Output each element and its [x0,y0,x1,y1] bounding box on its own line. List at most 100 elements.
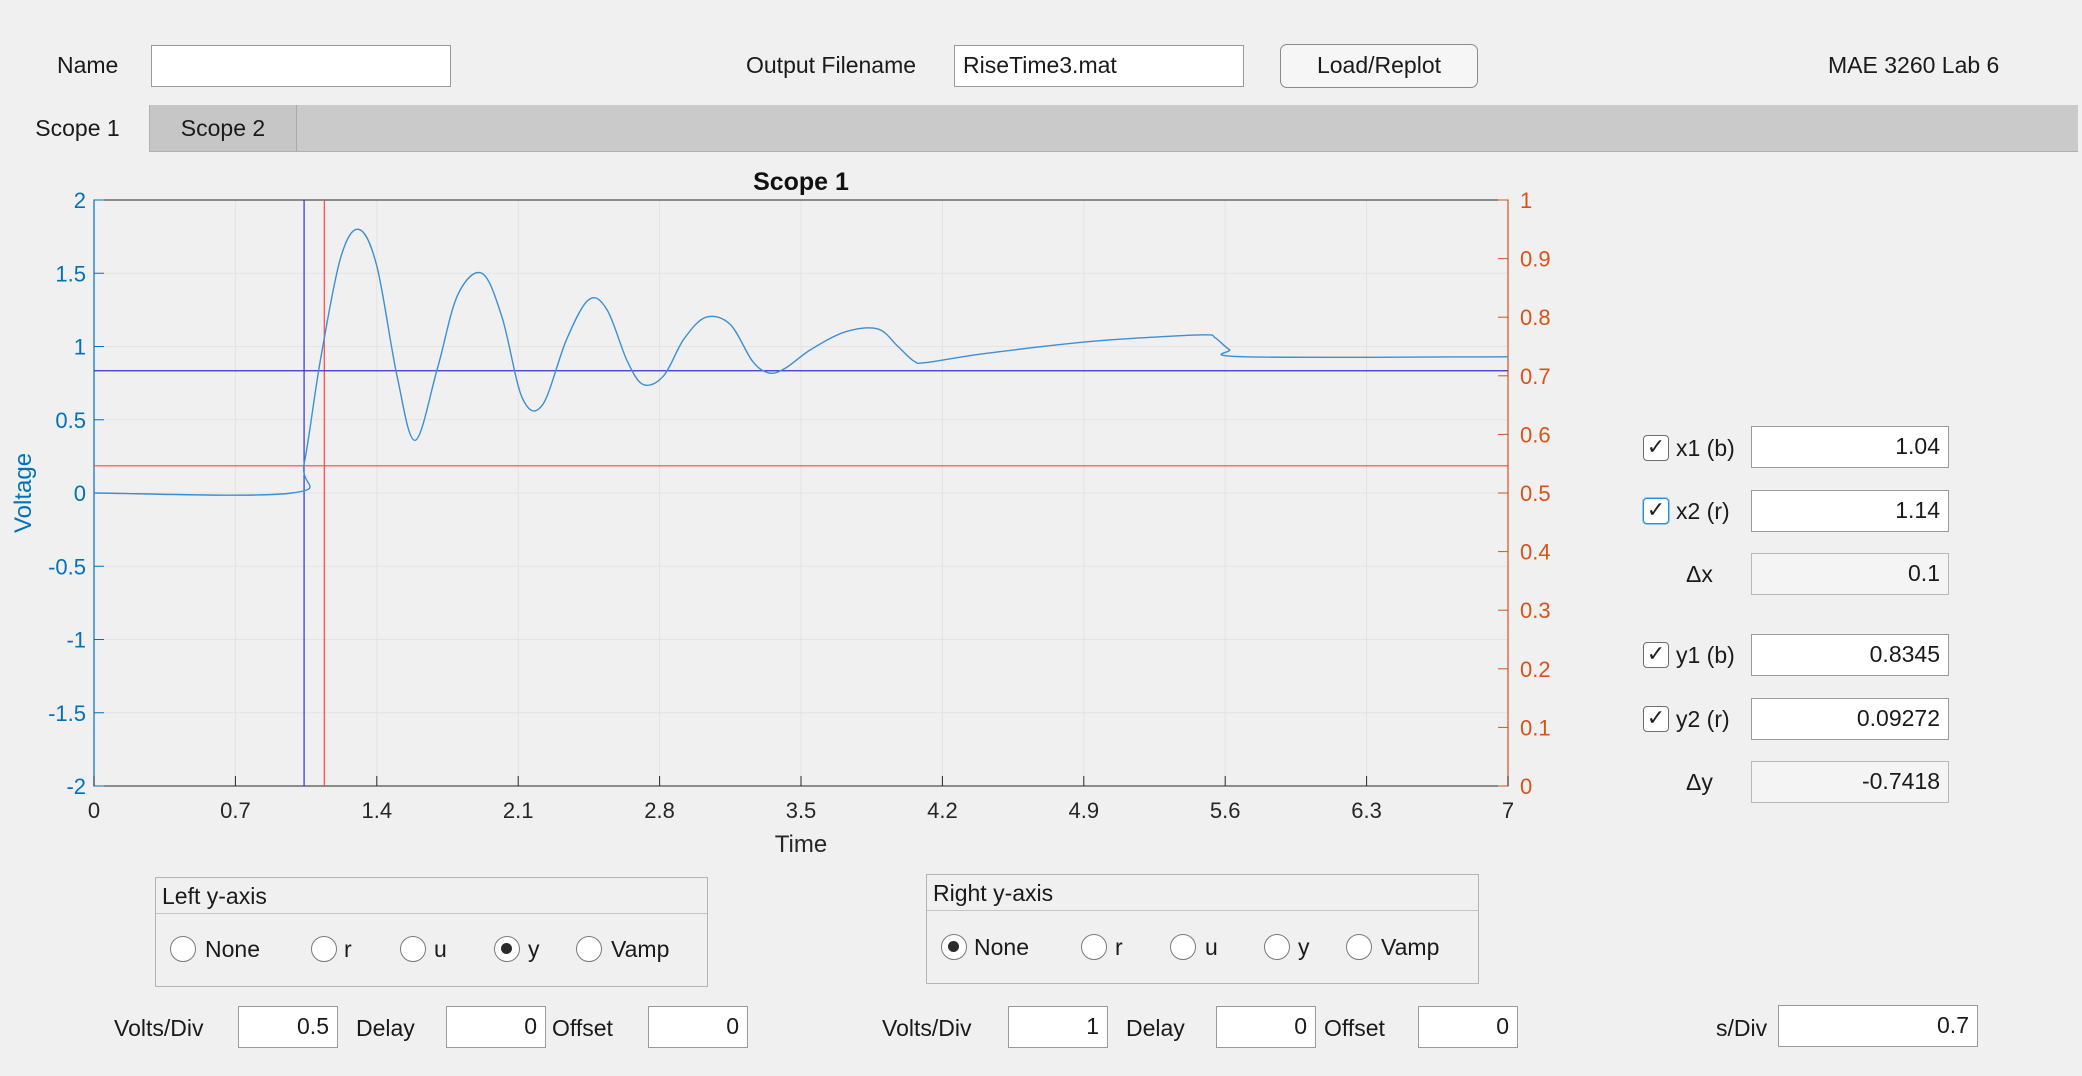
left-radio-vamp-label: Vamp [611,936,670,962]
left-y-axis-group: Left y-axis None r u y Vamp [155,877,708,987]
s-div-label: s/Div [1716,1015,1768,1041]
left-radio-y-label: y [528,936,540,962]
x2-checkbox[interactable]: ✓ [1643,498,1669,524]
delta-x-field: 0.1 [1751,553,1949,595]
x-tick-label: 0.7 [220,798,251,823]
right-y-tick-label: 0.4 [1520,540,1551,565]
y2-label: y2 (r) [1676,706,1730,732]
x-tick-label: 4.2 [927,798,958,823]
output-filename-label: Output Filename [746,52,917,78]
delta-x-label: Δx [1686,561,1713,587]
left-y-tick-label: 2 [74,188,86,213]
right-y-tick-label: 0.9 [1520,247,1551,272]
left-radio-r[interactable] [311,936,337,962]
right-radio-r[interactable] [1081,934,1107,960]
left-y-tick-label: 0 [74,481,86,506]
left-y-axis: 2 1.5 1 0.5 0 -0.5 -1 -1.5 -2 [48,188,104,799]
right-volts-div-label: Volts/Div [882,1015,972,1041]
x-tick-label: 5.6 [1210,798,1241,823]
left-y-tick-label: -1.5 [48,701,86,726]
right-offset-field[interactable]: 0 [1418,1006,1518,1048]
x-tick-label: 3.5 [786,798,817,823]
left-volts-div-field[interactable]: 0.5 [238,1006,338,1048]
right-delay-label: Delay [1126,1015,1185,1041]
left-volts-div-label: Volts/Div [114,1015,204,1041]
signal-line [93,228,1509,496]
right-y-tick-label: 0 [1520,774,1532,799]
cursor-lines [94,200,1508,786]
right-y-axis: 1 0.9 0.8 0.7 0.6 0.5 0.4 0.3 0.2 0.1 0 [1498,188,1551,799]
left-radio-u[interactable] [400,936,426,962]
chart-grid [93,199,1509,787]
right-y-axis-group-title: Right y-axis [927,875,1478,911]
x1-label: x1 (b) [1676,435,1735,461]
x-axis: 0 0.7 1.4 2.1 2.8 3.5 4.2 4.9 5.6 6.3 7 [88,776,1514,823]
left-radio-none-label: None [205,936,260,962]
x2-label: x2 (r) [1676,498,1730,524]
right-radio-y[interactable] [1264,934,1290,960]
right-y-tick-label: 0.3 [1520,598,1551,623]
x-tick-label: 1.4 [362,798,393,823]
right-y-axis-group: Right y-axis None r u y Vamp [926,874,1479,984]
right-radio-u[interactable] [1170,934,1196,960]
x-tick-label: 6.3 [1351,798,1382,823]
left-y-tick-label: -1 [66,628,86,653]
right-y-tick-label: 0.2 [1520,657,1551,682]
right-y-tick-label: 0.7 [1520,364,1551,389]
left-radio-none[interactable] [170,936,196,962]
x-tick-label: 4.9 [1069,798,1100,823]
right-radio-none-label: None [974,934,1029,960]
output-filename-input[interactable]: RiseTime3.mat [954,45,1244,87]
right-radio-vamp[interactable] [1346,934,1372,960]
right-y-tick-label: 0.5 [1520,481,1551,506]
scope-1-chart: Scope 1 2 1.5 1 0.5 0 -0.5 -1 -1.5 -2 1 0.9 0.8 0.7… [10,168,1551,858]
right-radio-vamp-label: Vamp [1381,934,1440,960]
left-delay-field[interactable]: 0 [446,1006,546,1048]
x-tick-label: 2.1 [503,798,534,823]
left-radio-u-label: u [434,936,447,962]
left-y-tick-label: 0.5 [55,408,86,433]
tab-bar: Scope 1 Scope 2 [6,105,2078,152]
x2-field[interactable]: 1.14 [1751,490,1949,532]
tab-scope-1[interactable]: Scope 1 [6,105,150,152]
right-y-tick-label: 0.1 [1520,715,1551,740]
y1-field[interactable]: 0.8345 [1751,634,1949,676]
right-radio-y-label: y [1298,934,1310,960]
load-replot-button[interactable]: Load/Replot [1280,44,1478,88]
left-y-tick-label: -0.5 [48,554,86,579]
x-axis-label: Time [775,831,827,858]
left-offset-label: Offset [552,1015,613,1041]
lab-title: MAE 3260 Lab 6 [1828,52,2000,78]
left-y-tick-label: 1 [74,335,86,360]
name-label: Name [57,52,119,78]
right-y-tick-label: 1 [1520,188,1532,213]
left-radio-y[interactable] [494,936,520,962]
x-tick-label: 0 [88,798,100,823]
right-y-tick-label: 0.8 [1520,305,1551,330]
x1-checkbox[interactable]: ✓ [1643,435,1669,461]
left-y-tick-label: -2 [66,774,86,799]
s-div-field[interactable]: 0.7 [1778,1005,1978,1047]
name-input[interactable] [151,45,451,87]
left-radio-vamp[interactable] [576,936,602,962]
left-y-tick-label: 1.5 [55,261,86,286]
right-radio-none[interactable] [941,934,967,960]
left-delay-label: Delay [356,1015,415,1041]
delta-y-label: Δy [1686,769,1713,795]
x1-field[interactable]: 1.04 [1751,426,1949,468]
y2-field[interactable]: 0.09272 [1751,698,1949,740]
x-tick-label: 2.8 [644,798,675,823]
right-delay-field[interactable]: 0 [1216,1006,1316,1048]
right-y-tick-label: 0.6 [1520,422,1551,447]
y1-checkbox[interactable]: ✓ [1643,642,1669,668]
y2-checkbox[interactable]: ✓ [1643,706,1669,732]
chart-title: Scope 1 [753,168,849,196]
left-offset-field[interactable]: 0 [648,1006,748,1048]
right-volts-div-field[interactable]: 1 [1008,1006,1108,1048]
delta-y-field: -0.7418 [1751,761,1949,803]
right-radio-r-label: r [1115,934,1123,960]
y1-label: y1 (b) [1676,642,1735,668]
y-axis-label: Voltage [10,453,37,533]
tab-scope-2[interactable]: Scope 2 [150,105,297,151]
right-radio-u-label: u [1205,934,1218,960]
